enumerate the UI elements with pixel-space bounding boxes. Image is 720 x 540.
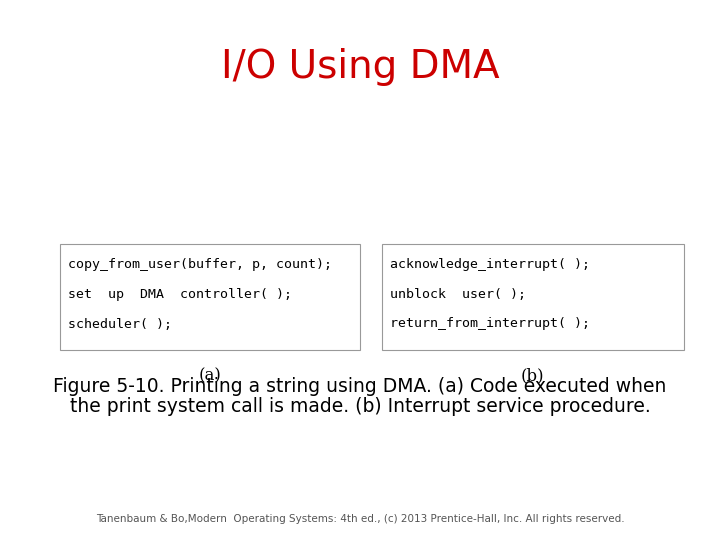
Text: scheduler( );: scheduler( ); — [68, 318, 172, 330]
Text: set  up  DMA  controller( );: set up DMA controller( ); — [68, 288, 292, 301]
Text: (a): (a) — [199, 367, 221, 384]
Text: copy_from_user(buffer, p, count);: copy_from_user(buffer, p, count); — [68, 258, 333, 271]
Bar — [60, 244, 360, 350]
Text: Figure 5-10. Printing a string using DMA. (a) Code executed when: Figure 5-10. Printing a string using DMA… — [53, 376, 667, 396]
Text: Tanenbaum & Bo,Modern  Operating Systems: 4th ed., (c) 2013 Prentice-Hall, Inc. : Tanenbaum & Bo,Modern Operating Systems:… — [96, 515, 624, 524]
Text: I/O Using DMA: I/O Using DMA — [221, 49, 499, 86]
Text: the print system call is made. (b) Interrupt service procedure.: the print system call is made. (b) Inter… — [70, 396, 650, 416]
Text: acknowledge_interrupt( );: acknowledge_interrupt( ); — [390, 258, 590, 271]
Bar — [382, 244, 684, 350]
Text: return_from_interrupt( );: return_from_interrupt( ); — [390, 318, 590, 330]
Text: unblock  user( );: unblock user( ); — [390, 288, 526, 301]
Text: (b): (b) — [521, 367, 544, 384]
